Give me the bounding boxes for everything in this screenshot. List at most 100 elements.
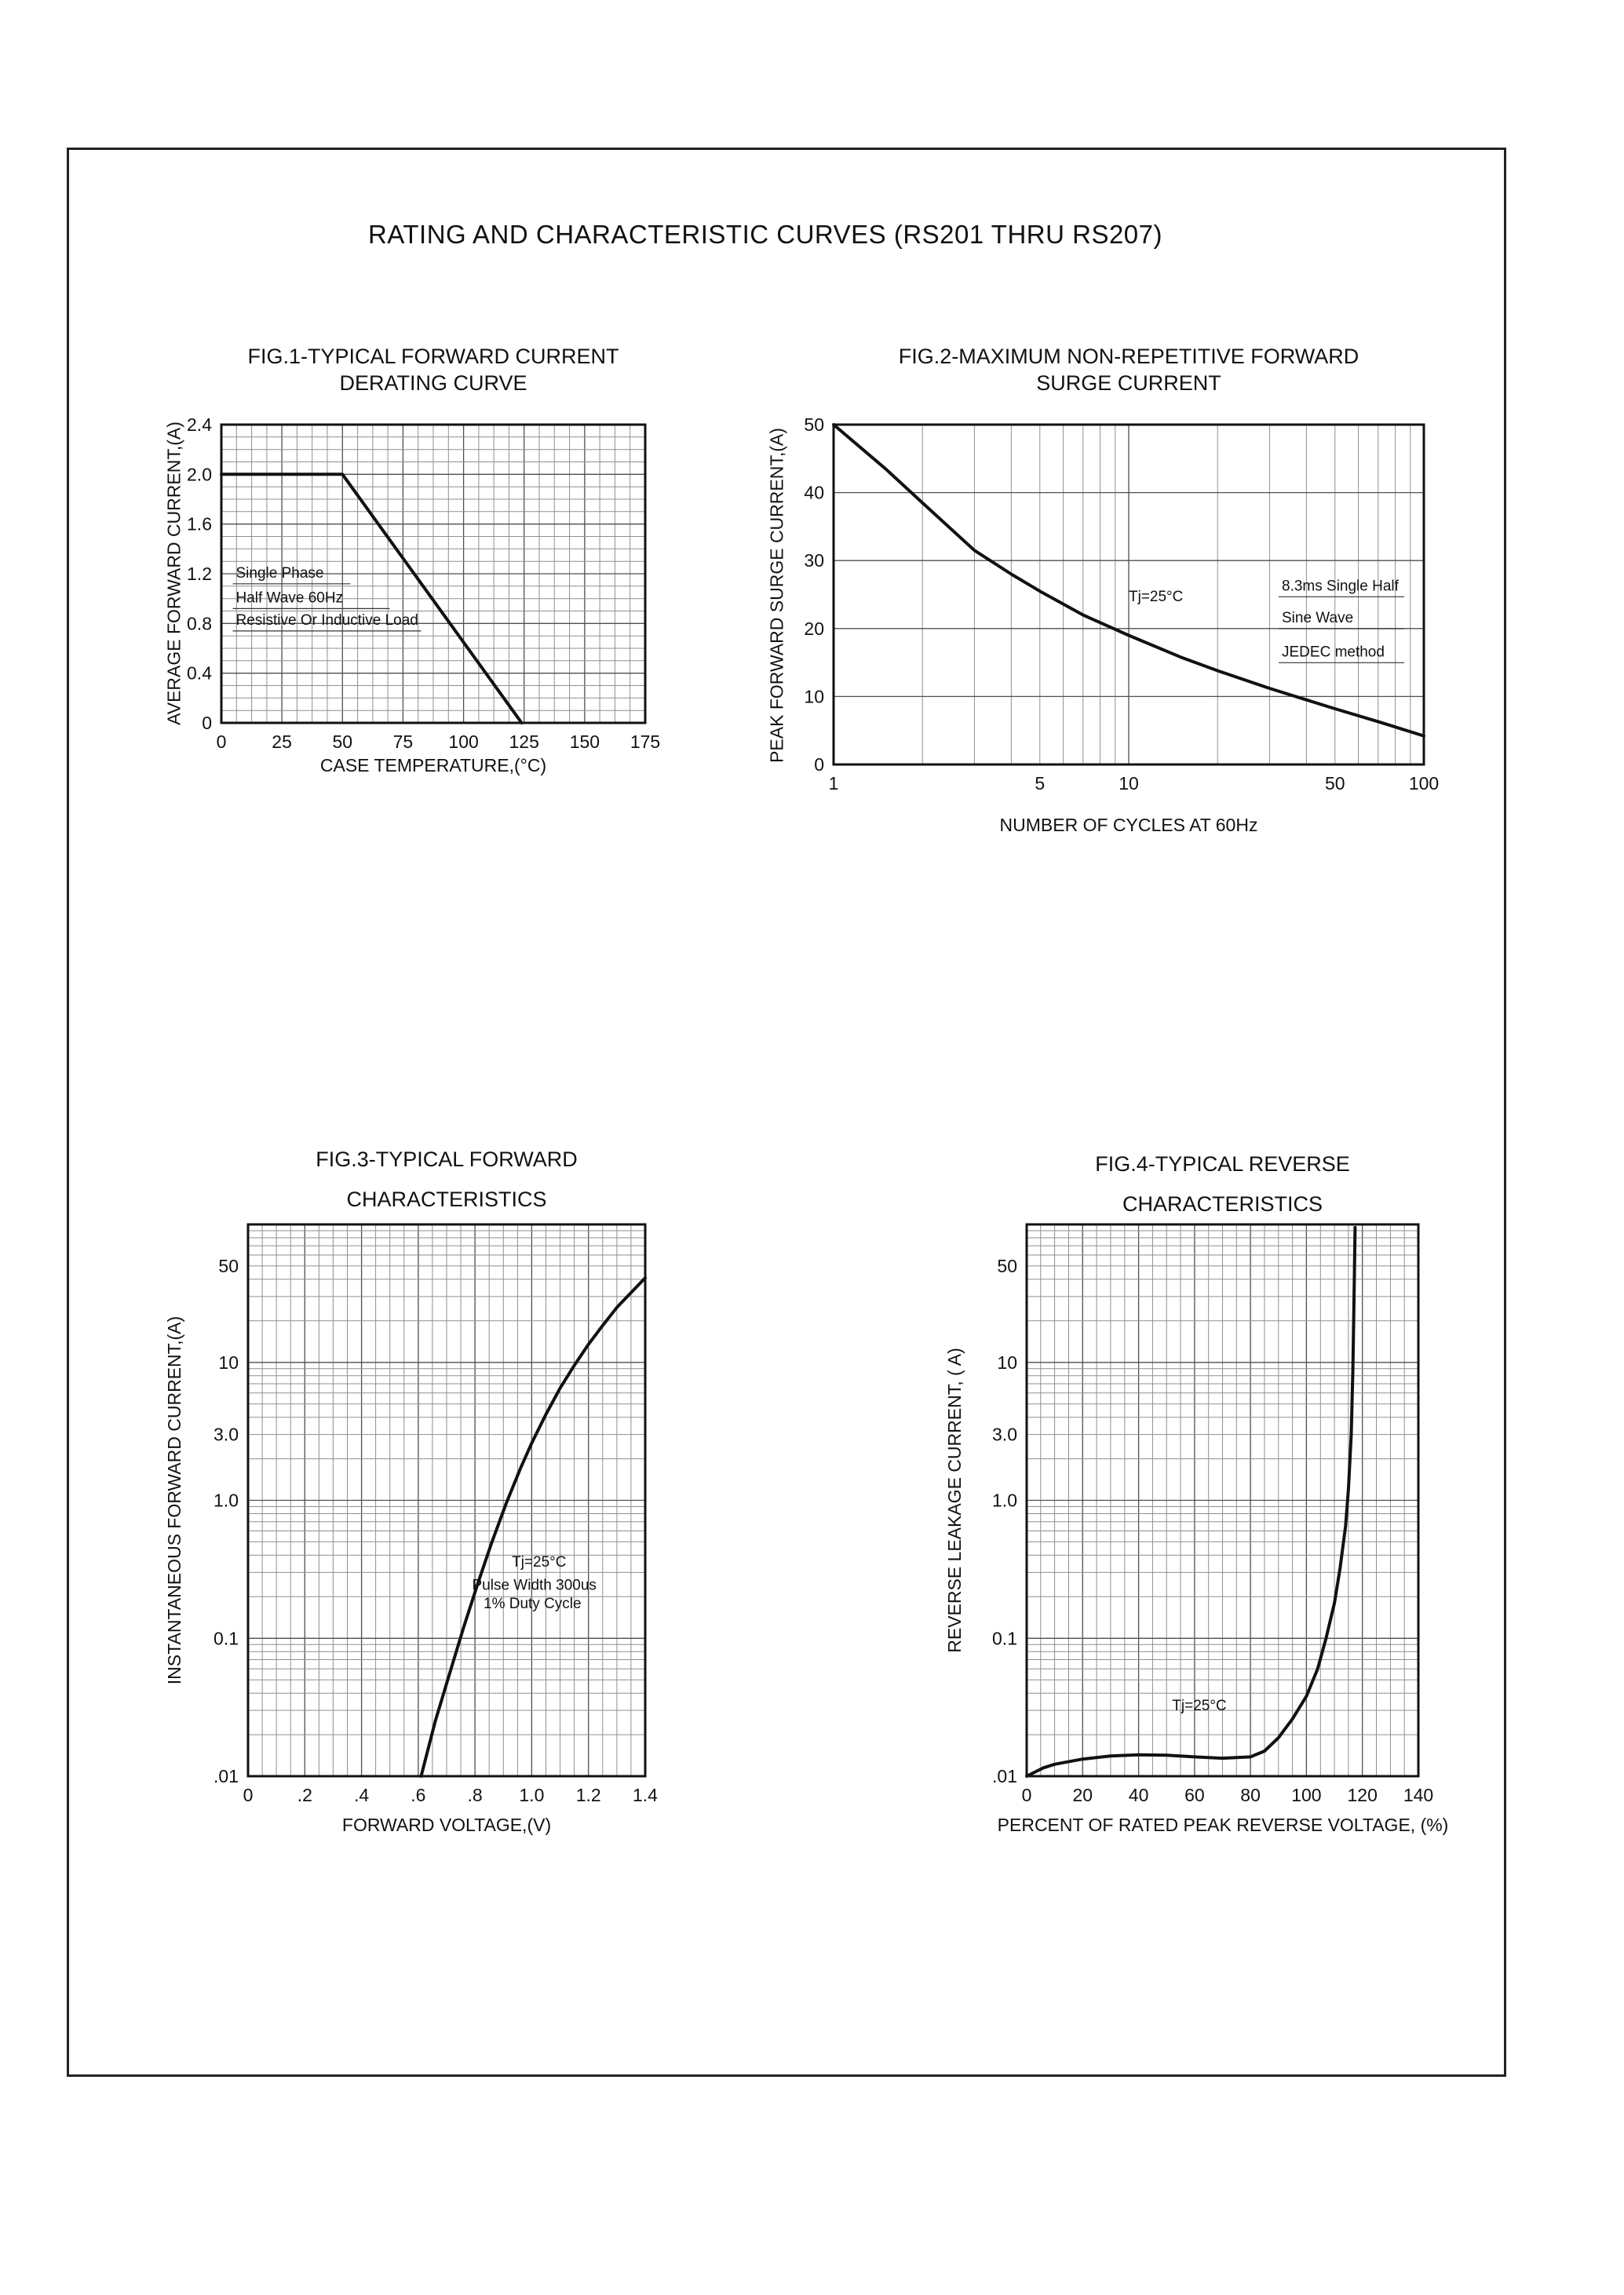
- fig4-x-tick: 20: [1073, 1785, 1093, 1805]
- fig2-x-tick: 1: [829, 773, 839, 794]
- fig2-y-tick: 0: [814, 754, 824, 775]
- fig4-y-tick: 50: [997, 1256, 1017, 1276]
- fig1-x-tick: 50: [333, 732, 353, 752]
- fig4-title: FIG.4-TYPICAL REVERSE CHARACTERISTICS: [1027, 1144, 1418, 1224]
- fig1-x-tick: 175: [630, 732, 660, 752]
- fig1-derating-curve: [220, 472, 524, 724]
- fig3-x-tick: .2: [297, 1785, 312, 1805]
- fig1-y-tick: 0: [202, 713, 212, 733]
- fig2-x-tick: 50: [1325, 773, 1345, 794]
- fig4-x-tick: 100: [1291, 1785, 1321, 1805]
- fig3-y-tick: 1.0: [213, 1490, 239, 1511]
- fig3-chart: 0 .2 .4 .6 .8 1.0 1.2 1.4 50 10 3.0 1.0 0.1 .01 Tj=25°…: [213, 1223, 658, 1805]
- fig2-x-tick: 100: [1409, 773, 1439, 794]
- fig3-x-tick: 1.4: [633, 1785, 658, 1805]
- fig1-y-tick: 0.4: [187, 663, 212, 684]
- fig4-y-axis-label: REVERSE LEAKAGE CURRENT, ( A): [944, 1348, 965, 1653]
- fig3-y-axis-label: INSTANTANEOUS FORWARD CURRENT,(A): [164, 1315, 184, 1685]
- fig4-y-tick: 0.1: [992, 1628, 1017, 1648]
- fig4-x-tick: 140: [1403, 1785, 1433, 1805]
- fig2-x-tick: 5: [1035, 773, 1045, 794]
- fig2-annotation-3: JEDEC method: [1282, 644, 1385, 660]
- fig1-title-line2: DERATING CURVE: [339, 371, 527, 395]
- fig2-y-tick: 30: [804, 550, 824, 571]
- fig4-x-tick: 40: [1129, 1785, 1149, 1805]
- fig1-x-axis-label: CASE TEMPERATURE,(°C): [319, 755, 547, 775]
- fig4-title-line1: FIG.4-TYPICAL REVERSE: [1095, 1152, 1350, 1176]
- fig3-title-line1: FIG.3-TYPICAL FORWARD: [316, 1148, 578, 1171]
- fig2-y-tick: 50: [804, 414, 824, 435]
- fig1-y-tick: 0.8: [187, 613, 212, 633]
- fig1-x-tick: 25: [272, 732, 292, 752]
- fig2-x-axis-label: NUMBER OF CYCLES AT 60Hz: [999, 815, 1258, 835]
- fig1-x-tick: 125: [509, 732, 539, 752]
- fig2-x-tick: 10: [1119, 773, 1139, 794]
- fig3-annotation-0: Tj=25°C: [512, 1554, 566, 1571]
- fig1-annotation-0: Single Phase: [236, 565, 324, 582]
- fig1-annotation-2: Resistive Or Inductive Load: [236, 612, 418, 629]
- fig3-y-tick: 50: [218, 1256, 239, 1276]
- fig1-x-tick: 100: [448, 732, 478, 752]
- fig3-x-tick: 1.2: [576, 1785, 601, 1805]
- fig1-plot-frame: [220, 423, 647, 724]
- fig4-y-tick: 1.0: [992, 1490, 1017, 1511]
- fig2-annotation-1: 8.3ms Single Half: [1282, 578, 1400, 594]
- fig3-annotation-2: 1% Duty Cycle: [484, 1596, 582, 1612]
- fig1-y-tick: 1.2: [187, 564, 212, 584]
- fig1-chart: 0 25 50 75 100 125 150 175 0 0.4 0.8 1.2 1.6 2.0 2.4 Si…: [187, 414, 660, 752]
- fig2-y-tick: 40: [804, 483, 824, 503]
- fig1-title-line1: FIG.1-TYPICAL FORWARD CURRENT: [247, 345, 619, 368]
- fig1-y-tick: 2.4: [187, 414, 212, 435]
- fig3-x-tick: .8: [468, 1785, 483, 1805]
- fig3-x-tick: .4: [354, 1785, 369, 1805]
- fig1-y-axis-label: AVERAGE FORWARD CURRENT,(A): [163, 421, 184, 725]
- fig4-x-tick: 60: [1184, 1785, 1205, 1805]
- fig2-chart: 1 5 10 50 100 0 10 20 30 40 50 Tj=25°C 8.3ms Single …: [804, 414, 1439, 794]
- fig2-y-axis-label: PEAK FORWARD SURGE CURRENT,(A): [766, 428, 787, 763]
- fig2-title-line2: SURGE CURRENT: [1036, 371, 1221, 395]
- fig3-forward-curve: [419, 1276, 647, 1778]
- fig1-y-tick: 1.6: [187, 514, 212, 535]
- page-border: [67, 148, 1506, 2077]
- fig2-annotation-0: Tj=25°C: [1129, 589, 1183, 605]
- fig4-chart: 0 20 40 60 80 100 120 140 50 10 3.0 1.0 0.1 .01 Tj=25°…: [992, 1223, 1433, 1805]
- fig4-x-tick: 80: [1240, 1785, 1261, 1805]
- fig4-y-tick: .01: [992, 1766, 1017, 1786]
- fig1-annotation-1: Half Wave 60Hz: [236, 589, 344, 606]
- fig2-y-tick: 20: [804, 618, 824, 639]
- fig4-annotation-0: Tj=25°C: [1172, 1698, 1226, 1714]
- fig4-reverse-curve: [1025, 1225, 1357, 1778]
- fig4-title-line2: CHARACTERISTICS: [1122, 1192, 1323, 1216]
- fig2-title: FIG.2-MAXIMUM NON-REPETITIVE FORWARD SUR…: [834, 343, 1424, 396]
- fig3-title: FIG.3-TYPICAL FORWARD CHARACTERISTICS: [248, 1140, 645, 1220]
- page-title: RATING AND CHARACTERISTIC CURVES (RS201 …: [367, 220, 1163, 249]
- fig3-x-axis-label: FORWARD VOLTAGE,(V): [341, 1815, 552, 1835]
- fig4-y-tick: 10: [997, 1352, 1017, 1373]
- fig3-x-tick: 1.0: [519, 1785, 544, 1805]
- fig2-surge-curve: [832, 423, 1425, 738]
- fig3-y-tick: 10: [218, 1352, 239, 1373]
- fig1-title: FIG.1-TYPICAL FORWARD CURRENT DERATING C…: [221, 343, 645, 396]
- fig2-y-tick: 10: [804, 686, 824, 706]
- fig3-y-tick: .01: [213, 1766, 239, 1786]
- fig4-x-tick: 0: [1022, 1785, 1032, 1805]
- fig1-y-tick: 2.0: [187, 464, 212, 484]
- fig4-y-tick: 3.0: [992, 1425, 1017, 1445]
- fig1-x-tick: 75: [393, 732, 414, 752]
- fig3-x-tick: .6: [411, 1785, 425, 1805]
- fig4-x-tick: 120: [1348, 1785, 1378, 1805]
- fig4-plot-frame: [1025, 1223, 1420, 1778]
- fig3-x-tick: 0: [243, 1785, 254, 1805]
- fig4-x-axis-label: PERCENT OF RATED PEAK REVERSE VOLTAGE, (…: [997, 1815, 1449, 1835]
- fig2-annotation-2: Sine Wave: [1282, 610, 1353, 626]
- fig1-x-tick: 0: [217, 732, 227, 752]
- fig3-title-line2: CHARACTERISTICS: [346, 1188, 547, 1211]
- fig2-plot-frame: [832, 423, 1425, 766]
- fig2-title-line1: FIG.2-MAXIMUM NON-REPETITIVE FORWARD: [898, 345, 1359, 368]
- fig3-annotation-1: Pulse Width 300us: [473, 1577, 597, 1593]
- fig3-y-tick: 3.0: [213, 1425, 239, 1445]
- fig3-y-tick: 0.1: [213, 1628, 239, 1648]
- fig1-x-tick: 150: [570, 732, 600, 752]
- fig3-plot-frame: [246, 1223, 647, 1778]
